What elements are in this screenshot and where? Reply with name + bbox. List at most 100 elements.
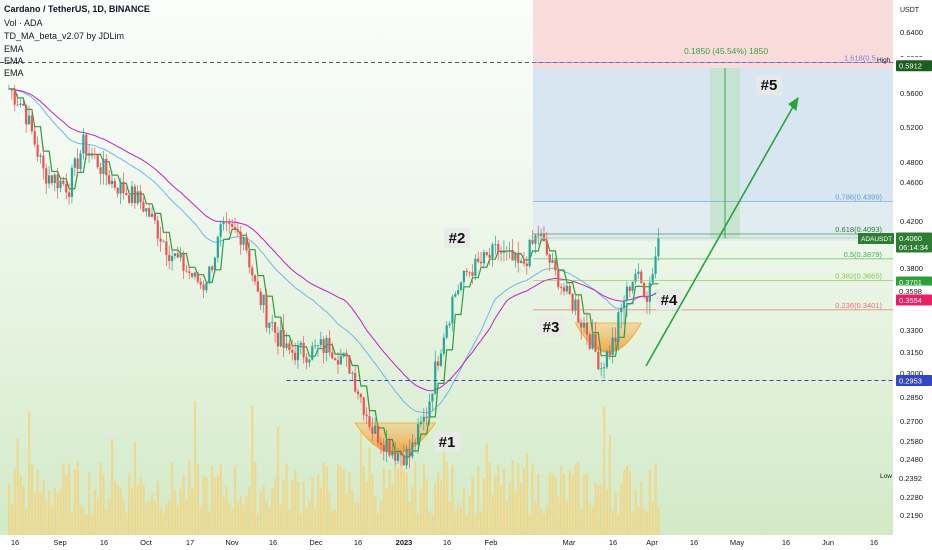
- volume-bar: [88, 471, 91, 535]
- candle-body: [396, 453, 400, 461]
- fib-label-0-5: 0.5(0.3879): [844, 250, 883, 259]
- candle-body: [119, 181, 122, 194]
- candle-body: [10, 88, 13, 91]
- volume-bar: [431, 514, 434, 535]
- candle-body: [116, 187, 119, 194]
- volume-bar: [417, 514, 420, 535]
- candle-body: [150, 213, 154, 217]
- candle-body: [557, 270, 560, 288]
- volume-bar: [565, 500, 569, 535]
- candle-body: [537, 235, 540, 237]
- low-badge: 0.2392: [896, 472, 932, 484]
- axis-tick: 0.3000: [900, 369, 923, 378]
- candle-body: [93, 153, 96, 155]
- candle-body: [27, 115, 31, 125]
- candle-body: [605, 351, 609, 368]
- volume-bar: [362, 466, 365, 535]
- volume-bar: [162, 513, 165, 535]
- volume-bar: [13, 468, 16, 535]
- volume-bar: [322, 462, 325, 535]
- candle-body: [219, 224, 222, 237]
- candle-body: [30, 115, 33, 132]
- volume-bar: [176, 505, 179, 535]
- candle-body: [479, 261, 483, 264]
- ema-a-badge: 0.3701: [896, 276, 932, 288]
- candle-body: [597, 351, 600, 370]
- stop-zone: [533, 0, 893, 68]
- candle-body: [342, 352, 345, 357]
- candle-body: [182, 254, 185, 271]
- volume-bar: [414, 460, 417, 535]
- volume-bar: [316, 474, 320, 535]
- volume-bar: [391, 483, 394, 535]
- volume-bar: [605, 489, 609, 535]
- time-axis-label: Sep: [53, 538, 66, 547]
- candle-body: [499, 252, 503, 254]
- volume-bar: [65, 474, 68, 535]
- volume-bar: [434, 483, 437, 535]
- annotation-4-bg: [656, 290, 682, 310]
- candle-body: [296, 345, 300, 361]
- axis-tick: 0.4800: [900, 158, 923, 167]
- candle-body: [165, 241, 168, 255]
- annotation-3: #3: [538, 317, 564, 337]
- volume-bar: [128, 472, 131, 535]
- candlesticks: [7, 84, 660, 470]
- candle-body: [531, 239, 534, 244]
- volume-bar: [105, 509, 108, 535]
- volume-bar: [482, 478, 486, 535]
- candle-body: [199, 281, 202, 285]
- countdown-badge-bg: [896, 241, 932, 253]
- volume-bar: [411, 486, 414, 535]
- candle-body: [113, 180, 116, 188]
- time-axis-label: 16: [100, 538, 108, 547]
- candle-body: [376, 425, 380, 443]
- volume-bar: [173, 490, 177, 535]
- volume-bar: [339, 467, 343, 535]
- fib-label-1-618: 1.618(0.5...: [844, 54, 882, 63]
- candle-body: [99, 167, 102, 174]
- candle-body: [471, 272, 474, 276]
- volume-bar: [342, 469, 345, 535]
- candle-body: [594, 333, 597, 352]
- volume-bar: [597, 485, 600, 535]
- candle-body: [534, 235, 537, 244]
- candle-body: [108, 175, 111, 185]
- candle-body: [33, 131, 36, 145]
- candle-body: [457, 290, 460, 295]
- volume-bar: [634, 489, 637, 535]
- candle-body: [253, 275, 257, 282]
- volume-bar: [439, 480, 443, 535]
- volume-bar: [377, 513, 380, 535]
- volume-bar: [540, 509, 543, 535]
- annotation-5-text: #5: [761, 77, 778, 94]
- volume-bar: [328, 491, 331, 535]
- candle-body: [279, 330, 282, 347]
- projection-label: 0.1850 (45.54%) 1850: [684, 46, 768, 56]
- ema-blue-line: [8, 88, 659, 414]
- candle-body: [208, 266, 211, 284]
- last-price-badge-text: 0.4060: [899, 234, 922, 243]
- volume-bar: [528, 513, 531, 535]
- time-axis-label: May: [730, 538, 744, 547]
- volume-bar: [594, 483, 597, 535]
- volume-bar: [68, 463, 71, 535]
- volume-bar: [268, 506, 271, 535]
- candle-body: [59, 180, 62, 189]
- candle-body: [193, 272, 197, 277]
- candle-body: [22, 103, 25, 106]
- candle-body: [136, 191, 139, 204]
- fib-label-0-786: 0.786(0.4399): [835, 193, 882, 202]
- candle-body: [265, 294, 268, 328]
- volume-bar: [119, 488, 122, 535]
- candle-body: [170, 256, 174, 262]
- volume-bar: [16, 438, 19, 535]
- volume-bar: [245, 496, 248, 535]
- candle-body: [7, 88, 11, 90]
- volume-bar: [457, 502, 460, 535]
- volume-bar: [357, 502, 360, 535]
- candle-body: [245, 237, 248, 251]
- volume-bar: [625, 465, 629, 535]
- candle-body: [139, 191, 142, 203]
